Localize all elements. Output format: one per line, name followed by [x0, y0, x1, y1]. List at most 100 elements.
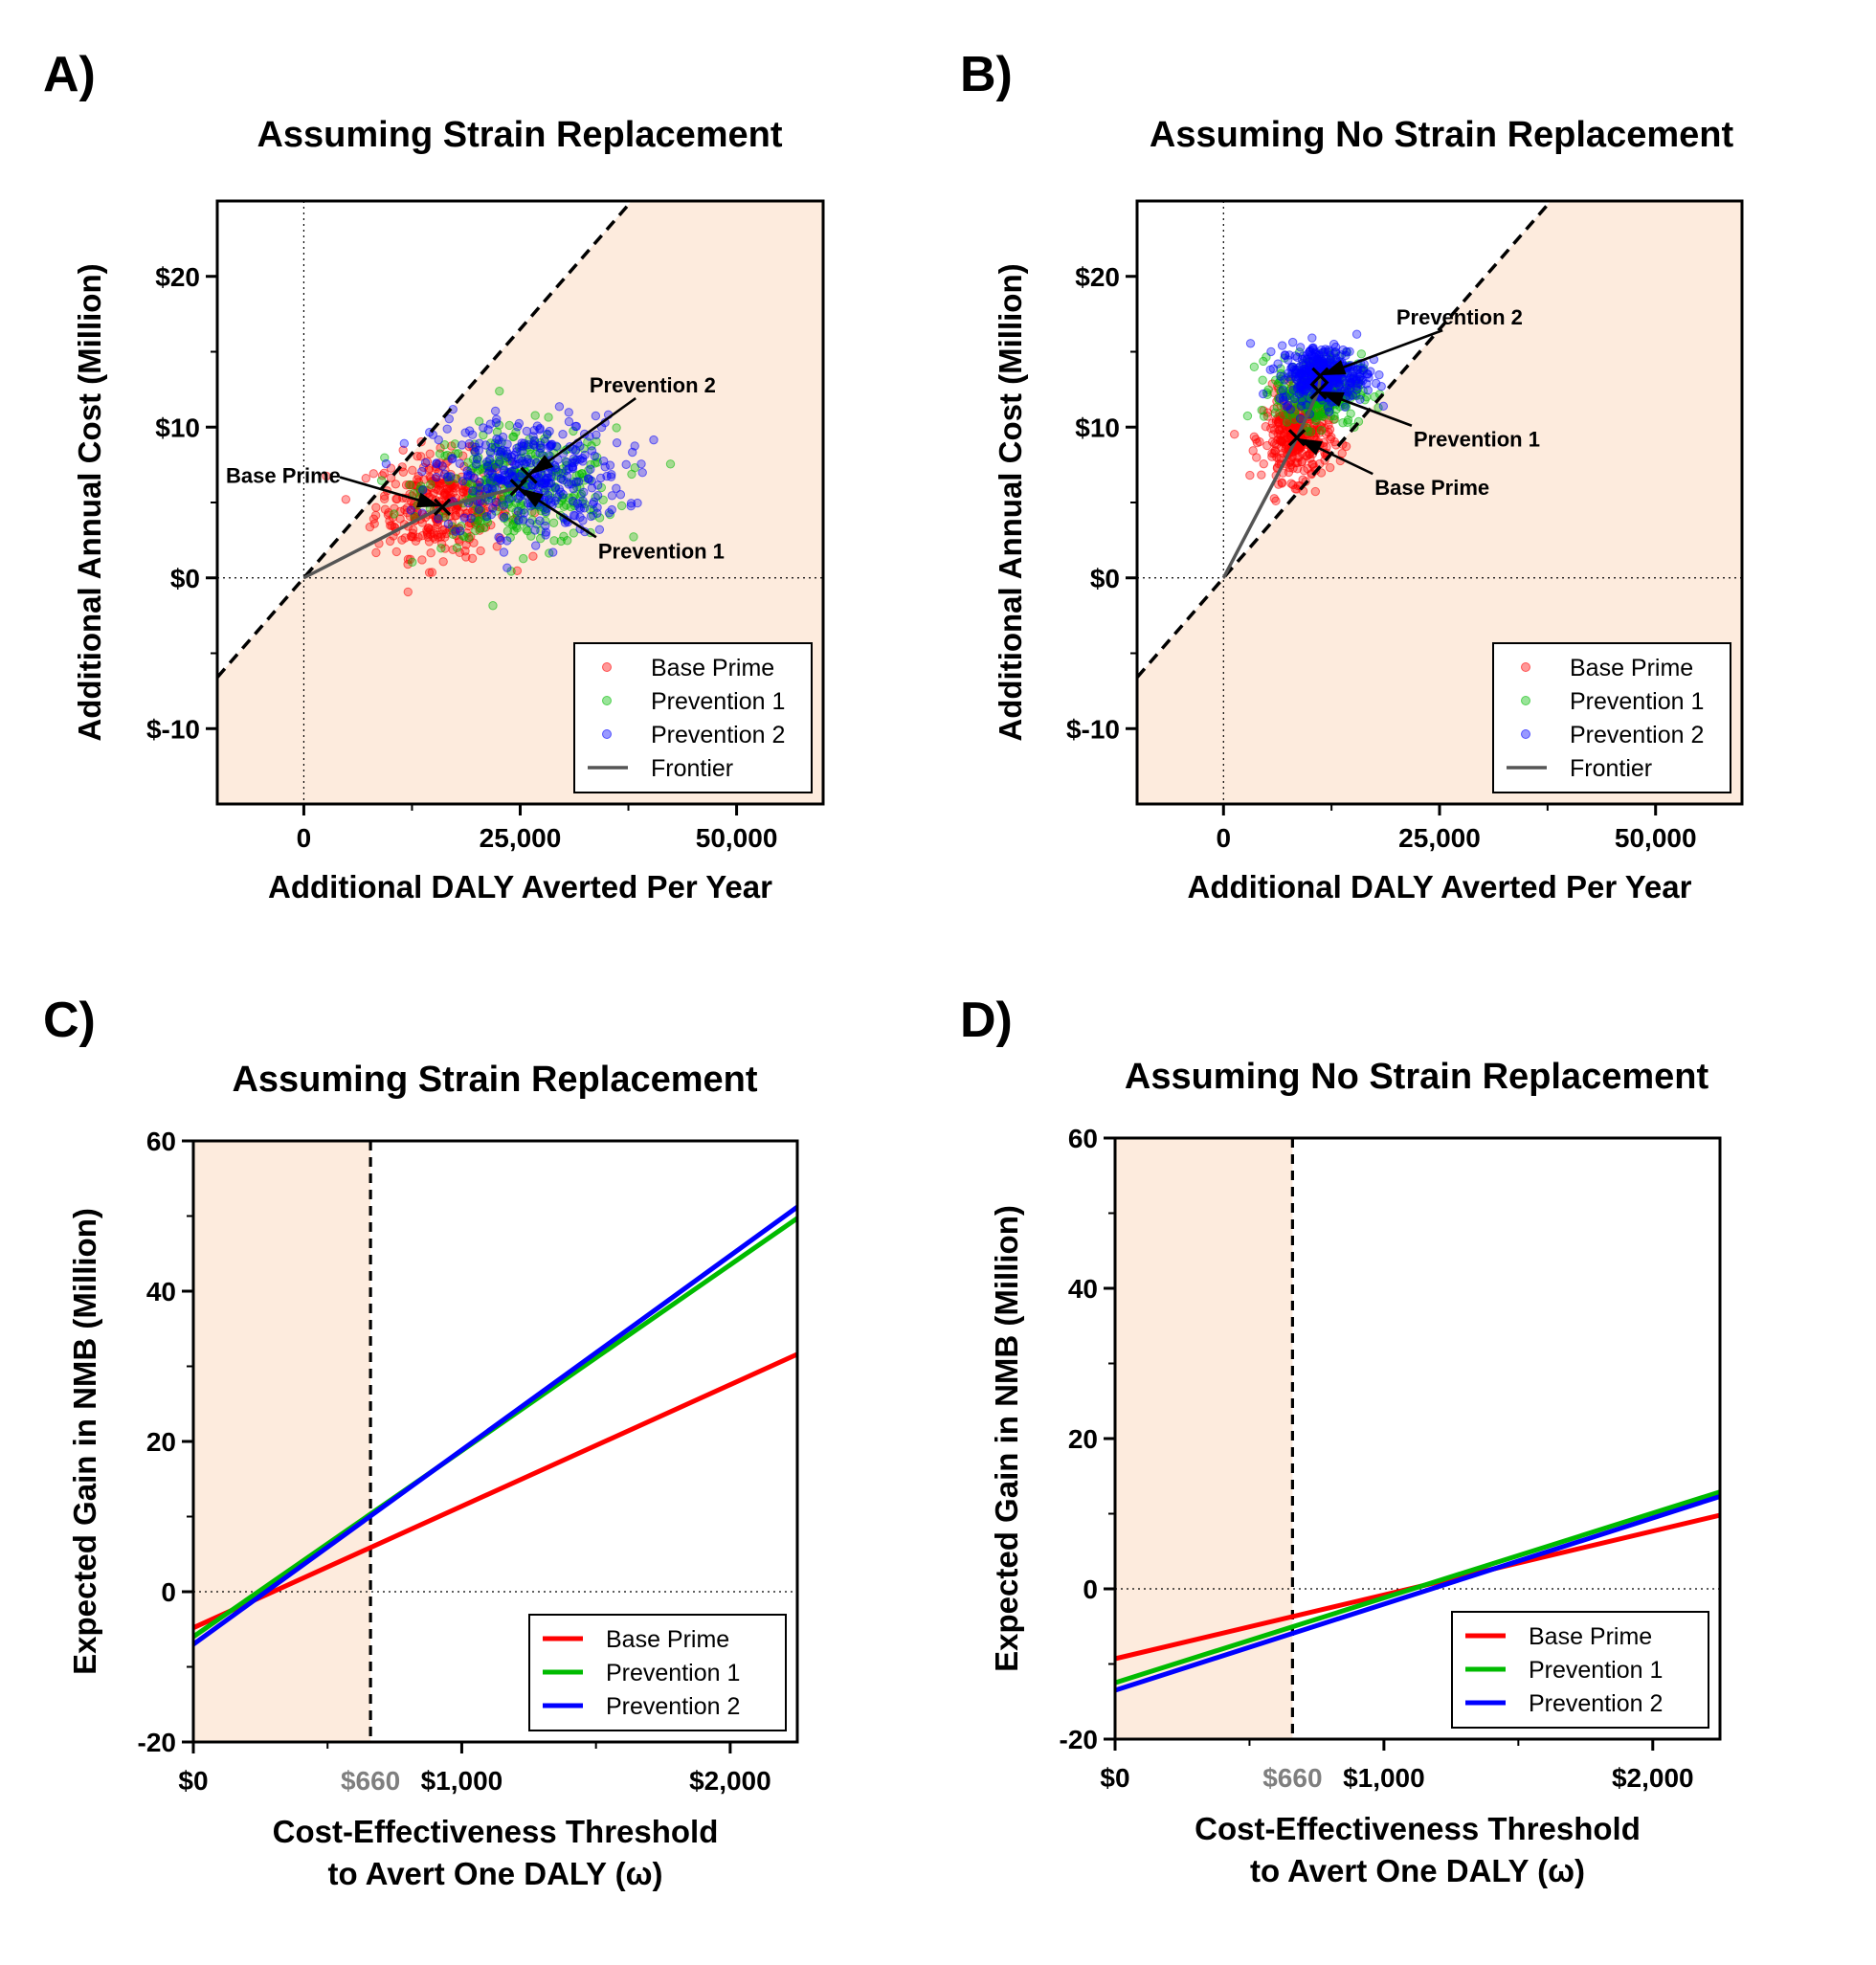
- point-prevention_2: [502, 563, 512, 572]
- y-tick-label: -20: [1060, 1725, 1098, 1754]
- point-base_prime: [379, 468, 389, 479]
- point-prevention_1: [586, 459, 595, 470]
- legend-marker-prevention_1: [1521, 696, 1530, 705]
- point-prevention_1: [530, 411, 540, 420]
- point-prevention_1: [548, 518, 559, 527]
- point-prevention_1: [616, 501, 627, 511]
- point-prevention_1: [1316, 425, 1327, 435]
- point-prevention_2: [417, 466, 427, 477]
- legend-marker-prevention_1: [602, 696, 612, 705]
- point-base_prime: [413, 532, 423, 543]
- x-tick-label: 50,000: [696, 823, 778, 853]
- legend-label: Prevention 1: [606, 1660, 740, 1686]
- y-tick-label: $10: [155, 413, 200, 442]
- point-base_prime: [322, 471, 331, 481]
- y-tick-label: $0: [1090, 564, 1120, 593]
- point-prevention_2: [512, 443, 522, 454]
- point-base_prime: [361, 473, 371, 483]
- point-base_prime: [425, 449, 435, 458]
- point-prevention_2: [443, 519, 454, 529]
- point-prevention_2: [592, 490, 603, 501]
- point-prevention_2: [471, 459, 481, 469]
- point-prevention_2: [488, 472, 498, 482]
- x-axis-label: to Avert One DALY (ω): [328, 1856, 663, 1891]
- y-tick-label: 20: [146, 1427, 176, 1457]
- point-prevention_2: [534, 473, 544, 482]
- point-prevention_2: [1287, 337, 1298, 347]
- point-prevention_2: [1323, 402, 1333, 413]
- point-prevention_2: [626, 499, 636, 508]
- point-base_prime: [1341, 441, 1351, 452]
- point-prevention_2: [590, 451, 599, 461]
- point-prevention_2: [479, 423, 488, 433]
- point-prevention_2: [1287, 363, 1297, 372]
- x-tick-label: 25,000: [1398, 823, 1481, 853]
- annotation-label: Prevention 2: [590, 373, 716, 397]
- point-prevention_2: [535, 516, 545, 525]
- point-prevention_2: [1338, 345, 1348, 355]
- point-prevention_2: [504, 494, 514, 503]
- point-prevention_2: [490, 406, 501, 416]
- point-prevention_1: [504, 420, 514, 431]
- point-prevention_2: [568, 458, 577, 468]
- point-base_prime: [1327, 432, 1336, 442]
- y-tick-label: $20: [155, 262, 200, 292]
- y-tick-label: -20: [138, 1728, 176, 1757]
- point-prevention_2: [544, 473, 553, 483]
- point-base_prime: [409, 532, 418, 542]
- point-base_prime: [386, 473, 396, 482]
- point-prevention_1: [426, 480, 436, 489]
- point-prevention_1: [1270, 408, 1281, 417]
- point-prevention_2: [630, 441, 639, 451]
- point-prevention_2: [1378, 401, 1389, 412]
- x-tick-label: $0: [1100, 1763, 1129, 1793]
- point-prevention_2: [512, 422, 523, 432]
- point-base_prime: [371, 502, 381, 512]
- point-base_prime: [1245, 470, 1255, 480]
- chart-title: Assuming No Strain Replacement: [1125, 1057, 1709, 1097]
- legend: Base Prime Prevention 1 Prevention 2 Fronti…: [1492, 642, 1731, 793]
- legend-label: Base Prime: [1570, 655, 1693, 681]
- legend-label: Frontier: [651, 755, 733, 782]
- point-base_prime: [1277, 423, 1287, 434]
- point-prevention_2: [543, 429, 552, 438]
- point-prevention_2: [491, 417, 502, 428]
- point-prevention_2: [1376, 382, 1386, 391]
- point-prevention_1: [508, 521, 518, 530]
- point-prevention_2: [481, 511, 492, 522]
- point-prevention_2: [649, 435, 659, 445]
- point-prevention_2: [612, 483, 621, 493]
- point-base_prime: [368, 469, 378, 479]
- y-tick-label: $-10: [146, 714, 200, 744]
- point-prevention_1: [450, 439, 460, 449]
- point-prevention_2: [495, 458, 504, 467]
- point-prevention_2: [1320, 346, 1329, 357]
- point-base_prime: [416, 452, 426, 461]
- point-prevention_2: [605, 460, 615, 470]
- point-prevention_2: [612, 437, 622, 448]
- point-prevention_1: [665, 459, 676, 469]
- x-axis-label: Cost-Effectiveness Threshold: [1195, 1811, 1641, 1846]
- point-prevention_2: [589, 497, 599, 507]
- point-prevention_2: [432, 458, 441, 468]
- point-base_prime: [1316, 468, 1327, 478]
- legend: Base Prime Prevention 1 Prevention 2: [1451, 1611, 1709, 1729]
- point-prevention_2: [1265, 365, 1275, 374]
- threshold-tick-label: $660: [341, 1766, 400, 1796]
- point-prevention_1: [1249, 362, 1260, 372]
- arrow-head: [415, 492, 441, 508]
- legend-label: Base Prime: [1529, 1623, 1652, 1650]
- point-base_prime: [392, 494, 402, 504]
- point-prevention_2: [482, 461, 493, 471]
- point-base_prime: [1229, 430, 1240, 439]
- point-base_prime: [1271, 496, 1281, 506]
- point-prevention_2: [529, 440, 539, 450]
- point-prevention_2: [548, 547, 558, 557]
- point-prevention_2: [1278, 386, 1287, 395]
- point-prevention_2: [446, 472, 456, 481]
- point-prevention_1: [612, 423, 621, 433]
- point-base_prime: [438, 557, 448, 567]
- point-base_prime: [408, 465, 417, 476]
- legend-label: Base Prime: [651, 655, 774, 681]
